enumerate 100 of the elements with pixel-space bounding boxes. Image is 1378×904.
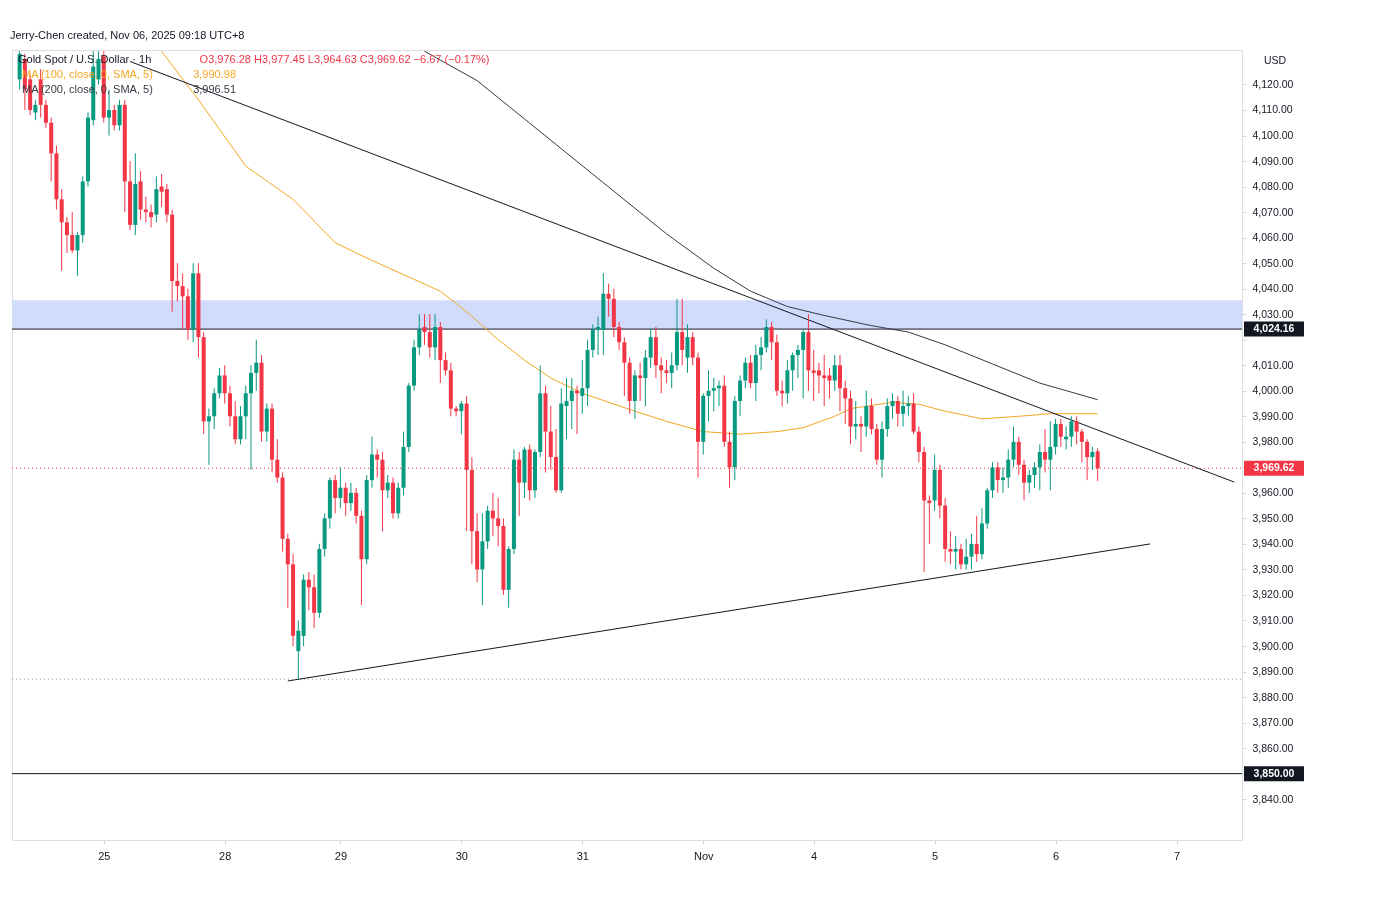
candlestick (417, 313, 422, 356)
ref-line-label: 3,969.62 (1253, 461, 1295, 474)
candlestick (222, 364, 227, 405)
candlestick (969, 533, 974, 570)
x-tick-label: 31 (576, 849, 589, 862)
x-tick-label: 7 (1173, 849, 1181, 862)
candlestick (33, 99, 38, 121)
candlestick (690, 331, 695, 366)
candlestick (648, 329, 653, 369)
candlestick (212, 387, 217, 430)
y-tick-label: 4,070.00 (1252, 205, 1294, 218)
candlestick (1048, 420, 1053, 491)
candlestick (669, 351, 674, 389)
x-tick-label: 25 (98, 849, 111, 862)
candlestick (1037, 443, 1042, 491)
y-tick-label: 3,980.00 (1252, 435, 1294, 448)
candlestick (1027, 469, 1032, 494)
candlestick (1032, 461, 1037, 489)
y-tick-label: 4,100.00 (1252, 129, 1294, 142)
x-tick-label: 4 (811, 849, 818, 862)
candlestick (206, 408, 211, 466)
candlestick (180, 272, 185, 330)
candlestick (759, 336, 764, 371)
candlestick (643, 349, 648, 407)
candlestick (606, 283, 611, 318)
x-tick-label: 6 (1053, 849, 1060, 862)
candlestick (837, 354, 842, 412)
candlestick (638, 362, 643, 402)
candlestick (459, 400, 464, 435)
candlestick (785, 359, 790, 405)
y-tick-label: 3,990.00 (1252, 409, 1294, 422)
candlestick (685, 323, 690, 374)
candlestick (243, 385, 248, 440)
candlestick (916, 425, 921, 463)
annotation: O3,976.28 H3,977.45 L3,964.63 C3,969.62 −6.67 (−0.17%) (199, 53, 490, 65)
annotation: 3,990.98 (193, 68, 237, 80)
candlestick (680, 298, 685, 366)
candlestick (43, 99, 48, 129)
candlestick (422, 313, 427, 346)
y-tick-label: 3,930.00 (1252, 562, 1294, 575)
y-tick-label: 4,110.00 (1252, 103, 1293, 116)
text: Jerry-Chen created, Nov 06, 2025 09:18 UTC+8 (10, 29, 245, 41)
candlestick (1074, 415, 1079, 445)
candlestick (306, 571, 311, 611)
candlestick (1058, 418, 1063, 448)
candlestick (1011, 425, 1016, 468)
candlestick (496, 497, 501, 547)
x-tick-label: 29 (334, 849, 348, 862)
candlestick (990, 461, 995, 499)
y-tick-label: 4,060.00 (1252, 231, 1294, 244)
ref-line-label: 3,850.00 (1253, 766, 1295, 779)
candlestick (890, 392, 895, 420)
y-tick-label: 3,890.00 (1252, 665, 1294, 678)
y-tick-label: 3,940.00 (1252, 537, 1294, 550)
candlestick (227, 385, 232, 427)
candlestick (107, 89, 112, 137)
y-tick-label: 3,860.00 (1252, 741, 1294, 754)
candlestick (443, 351, 448, 376)
candlestick (1053, 418, 1058, 456)
candlestick (348, 482, 353, 512)
candlestick (711, 377, 716, 412)
candlestick (590, 323, 595, 359)
candlestick (706, 369, 711, 422)
candlestick (832, 354, 837, 392)
x-tick-label: Nov (693, 849, 715, 862)
y-tick-label: 4,030.00 (1252, 307, 1294, 320)
candlestick (59, 188, 64, 272)
candlestick (338, 466, 343, 509)
candlestick (748, 354, 753, 389)
candlestick (217, 367, 222, 399)
candlestick (254, 339, 259, 392)
candlestick (490, 492, 495, 537)
candlestick (296, 619, 301, 680)
x-tick-label: 5 (932, 849, 939, 862)
candlestick (238, 405, 243, 445)
candlestick (901, 390, 906, 427)
candlestick (622, 336, 627, 397)
candlestick (175, 262, 180, 302)
candlestick (1079, 428, 1084, 463)
candlestick (790, 351, 795, 392)
candlestick (743, 357, 748, 389)
candlestick (149, 203, 154, 228)
y-tick-label: 4,080.00 (1252, 180, 1294, 193)
x-tick-label: 28 (219, 849, 232, 862)
y-tick-label: 3,950.00 (1252, 511, 1294, 524)
candlestick (433, 313, 438, 361)
candlestick (1043, 428, 1048, 473)
candlestick (117, 99, 122, 131)
candlestick (70, 211, 75, 254)
y-tick-label: 3,910.00 (1252, 613, 1294, 626)
candlestick (75, 232, 80, 277)
candlestick (354, 487, 359, 524)
candlestick (569, 377, 574, 430)
y-tick-label: 4,010.00 (1252, 358, 1294, 371)
candlestick (801, 329, 806, 399)
y-tick-label: 3,960.00 (1252, 486, 1294, 499)
y-tick-label: 3,920.00 (1252, 588, 1294, 601)
line-series (161, 50, 1099, 435)
candlestick (1090, 446, 1095, 471)
y-tick-label: 3,880.00 (1252, 690, 1294, 703)
